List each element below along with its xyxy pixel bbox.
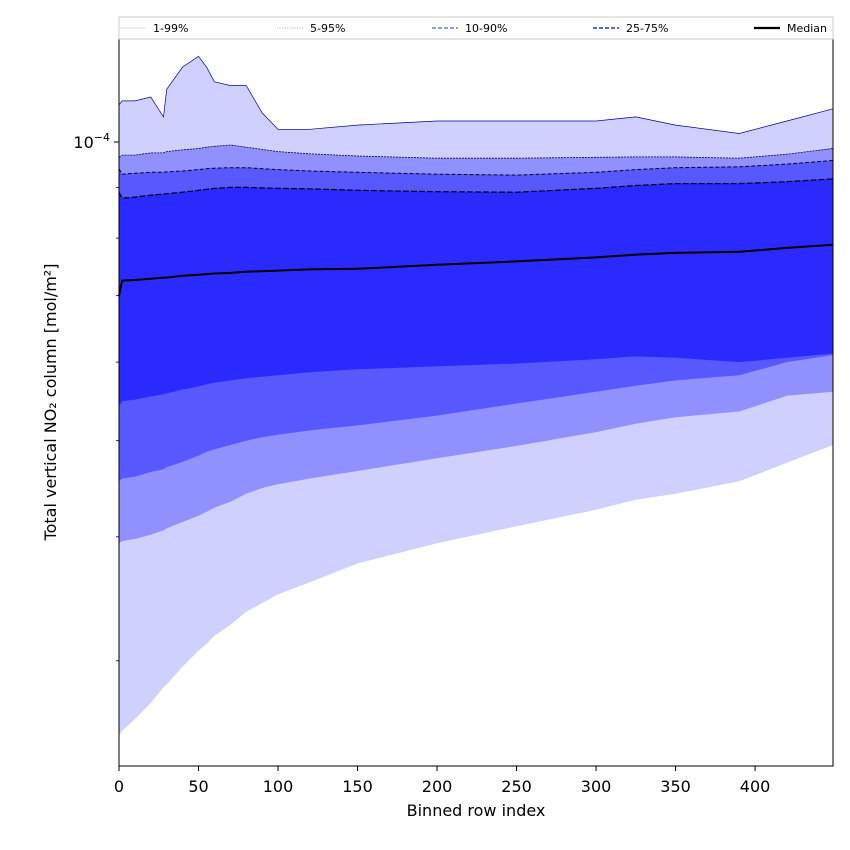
x-axis: 0 50 100 150 200 250 300 350 400 [114,766,770,796]
x-tick-label: 0 [114,777,124,796]
x-tick-label: 350 [660,777,691,796]
x-tick-label: 300 [581,777,612,796]
percentile-boundary-lines [118,55,834,199]
y-tick-label: 10−4 [73,131,110,152]
line-90-upper [118,160,834,176]
y-axis: 10−4 [73,131,119,662]
legend-item: 1-99% [120,22,188,35]
x-tick-label: 400 [740,777,771,796]
legend-label: 10-90% [465,22,507,35]
legend-label: 25-75% [626,22,668,35]
line-75-upper [118,178,834,199]
median-layer [118,243,834,296]
x-tick-label: 200 [422,777,453,796]
legend-item: 25-75% [593,22,668,35]
line-95-upper [118,144,834,159]
y-axis-title: Total vertical NO₂ column [mol/m²] [41,264,60,542]
legend-item: 5-95% [277,22,345,35]
legend-label: Median [787,22,827,35]
legend-box [118,16,834,40]
x-axis-title: Binned row index [407,801,546,820]
x-tick-label: 150 [342,777,373,796]
x-tick-label: 50 [188,777,208,796]
median-line [118,243,834,296]
x-tick-label: 250 [501,777,532,796]
legend: 1-99% 5-95% 10-90% 25-75% Median [118,16,834,40]
legend-item: Median [754,22,827,35]
x-tick-label: 100 [263,777,294,796]
legend-label: 1-99% [153,22,188,35]
band-25-75 [119,178,833,406]
legend-label: 5-95% [310,22,345,35]
line-99-upper [118,55,834,134]
legend-item: 10-90% [432,22,507,35]
percentile-bands [119,56,833,736]
